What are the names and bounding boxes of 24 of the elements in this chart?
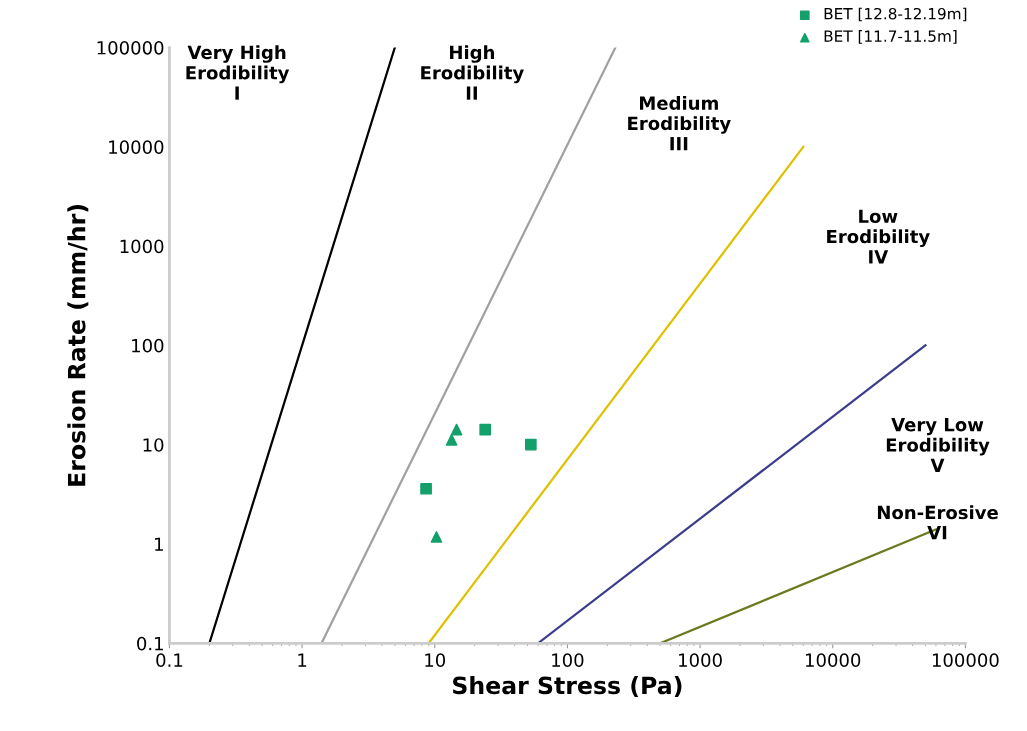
x-tick-label: 10: [425, 653, 446, 667]
annotation: Very Low Erodibility V: [886, 418, 990, 472]
y-tick-label: 1000: [120, 239, 164, 254]
x-tick-label: 10000: [805, 653, 861, 667]
y-tick-label: 100: [132, 338, 164, 353]
annotation: Very High Erodibility I: [186, 45, 290, 100]
y-tick-label: 10: [143, 438, 164, 452]
x-tick-label: 100000: [932, 653, 999, 667]
annotation: Non-Erosive VI: [877, 505, 998, 540]
annotation: Low Erodibility IV: [827, 209, 930, 264]
x-tick-label: 100: [552, 653, 584, 667]
legend-label: BET [11.7-11.5m]: [824, 30, 957, 44]
legend-label: BET [12.8-12.19m]: [824, 7, 967, 22]
annotation: Medium Erodibility III: [628, 95, 731, 151]
y-tick-label: 1: [155, 537, 163, 551]
y-axis-title: Erosion Rate (mm/hr): [67, 204, 89, 486]
y-tick-label: 10000: [109, 140, 164, 154]
x-axis-title: Shear Stress (Pa): [453, 676, 682, 698]
annotation: High Erodibility II: [421, 45, 524, 100]
y-tick-label: 100000: [97, 40, 164, 55]
x-tick-label: 1: [298, 653, 307, 667]
x-tick-label: 0.1: [156, 653, 183, 667]
y-tick-label: 0.1: [137, 636, 163, 651]
x-tick-label: 1000: [679, 653, 722, 667]
